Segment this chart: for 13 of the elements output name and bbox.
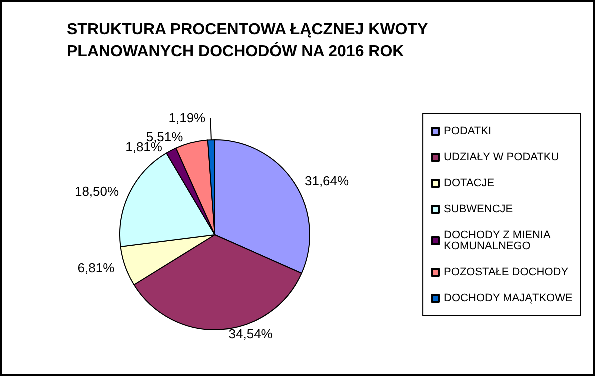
data-label: 18,50%: [74, 184, 120, 199]
data-label: 31,64%: [304, 174, 350, 189]
legend-label: POZOSTAŁE DOCHODY: [444, 266, 570, 278]
legend-label: PODATKI: [444, 126, 492, 138]
legend-label: SUBWENCJE: [444, 204, 514, 216]
legend-label: DOTACJE: [444, 178, 495, 190]
chart-title: STRUKTURA PROCENTOWA ŁĄCZNEJ KWOTY PLANOWANYCH DOCHODÓW NA 2016 ROK: [67, 22, 432, 60]
legend-label: DOCHODY MAJĄTKOWE: [444, 292, 573, 304]
data-label: 6,81%: [78, 260, 116, 276]
data-label: 1,19%: [168, 110, 206, 126]
legend-label: DOCHODY Z MIENIA KOMUNALNEGO: [444, 230, 554, 252]
legend-label: UDZIAŁY W PODATKU: [444, 152, 560, 164]
data-label: 34,54%: [228, 326, 274, 342]
